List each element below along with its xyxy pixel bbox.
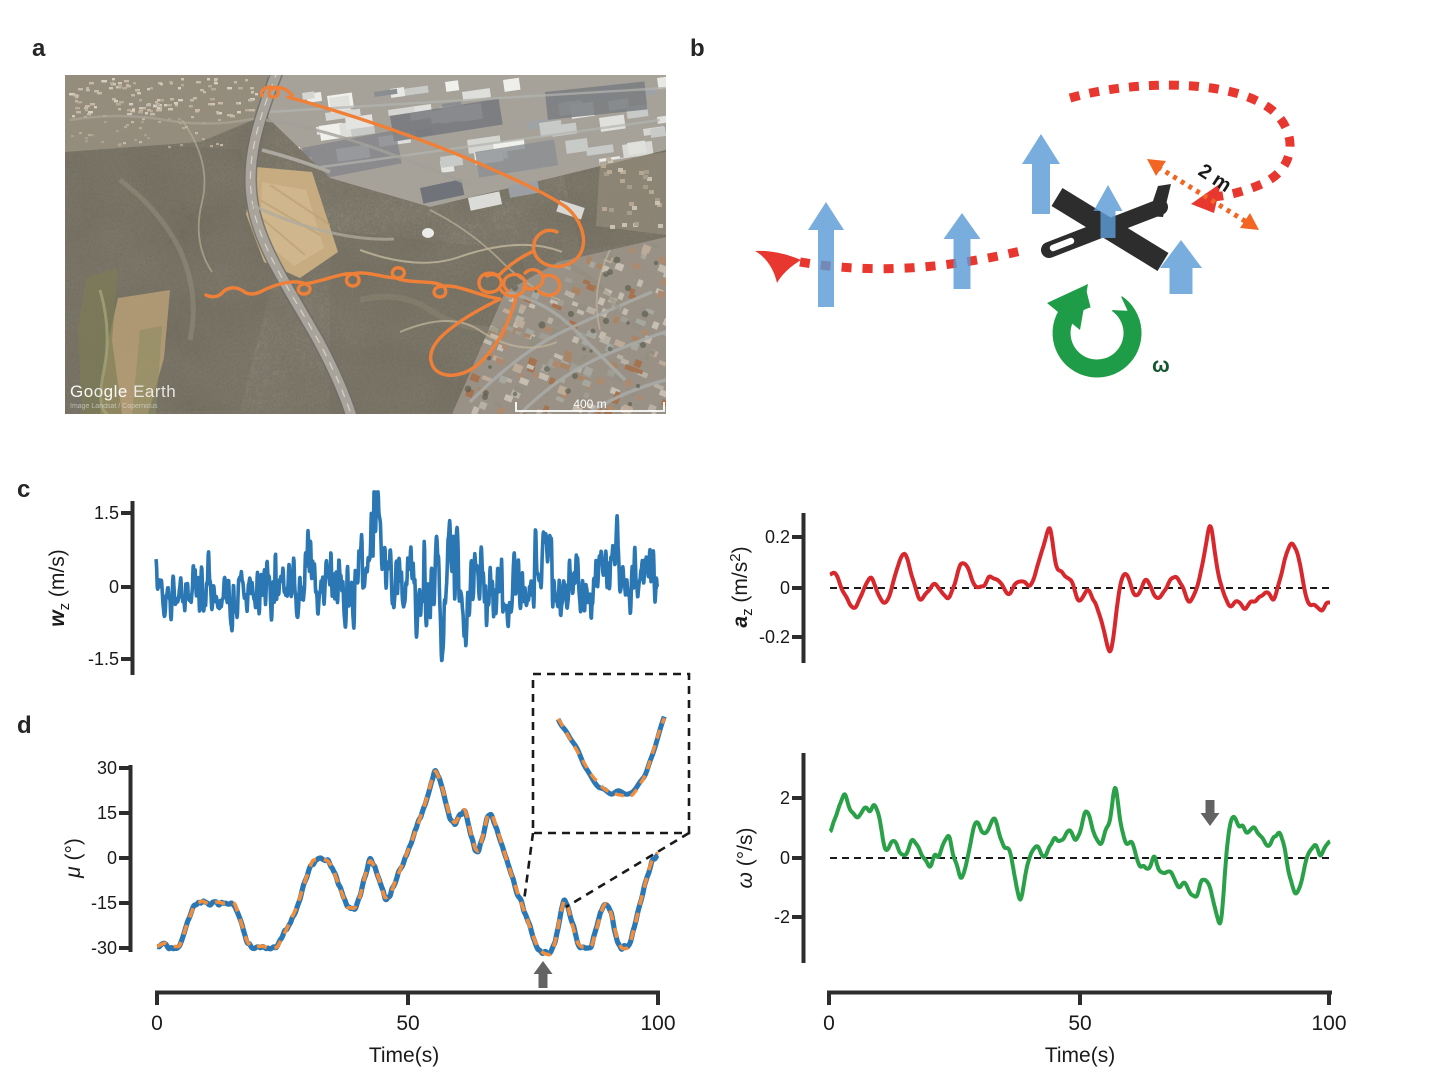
svg-text:Google Earth: Google Earth (70, 382, 176, 401)
svg-text:μ (°): μ (°) (62, 838, 85, 879)
svg-text:1.5: 1.5 (94, 503, 119, 523)
svg-text:50: 50 (396, 1012, 419, 1035)
svg-text:-1.5: -1.5 (88, 649, 119, 669)
svg-text:0: 0 (780, 848, 790, 868)
svg-text:b: b (690, 35, 705, 62)
svg-text:a: a (32, 35, 46, 62)
svg-text:-0.2: -0.2 (759, 627, 790, 647)
svg-text:Time(s): Time(s) (369, 1044, 439, 1067)
svg-text:0: 0 (109, 577, 119, 597)
svg-text:2: 2 (780, 788, 790, 808)
svg-text:wz (m/s): wz (m/s) (46, 549, 73, 627)
svg-text:100: 100 (1311, 1012, 1346, 1035)
svg-text:0: 0 (780, 578, 790, 598)
svg-text:-30: -30 (91, 938, 117, 958)
svg-text:30: 30 (97, 758, 117, 778)
svg-text:ω (°/s): ω (°/s) (734, 828, 757, 889)
svg-text:Time(s): Time(s) (1045, 1044, 1115, 1067)
svg-text:100: 100 (640, 1012, 675, 1035)
svg-text:0: 0 (107, 848, 117, 868)
svg-text:ω: ω (1152, 354, 1170, 377)
svg-text:0: 0 (823, 1012, 835, 1035)
svg-text:0.2: 0.2 (765, 527, 790, 547)
svg-text:-15: -15 (91, 893, 117, 913)
svg-text:-2: -2 (774, 907, 790, 927)
svg-text:c: c (17, 476, 30, 503)
svg-text:50: 50 (1068, 1012, 1091, 1035)
svg-text:Image Landsat / Copernicus: Image Landsat / Copernicus (70, 403, 158, 410)
svg-text:0: 0 (151, 1012, 163, 1035)
svg-text:d: d (17, 712, 32, 739)
svg-text:400 m: 400 m (573, 397, 606, 411)
svg-text:15: 15 (97, 803, 117, 823)
